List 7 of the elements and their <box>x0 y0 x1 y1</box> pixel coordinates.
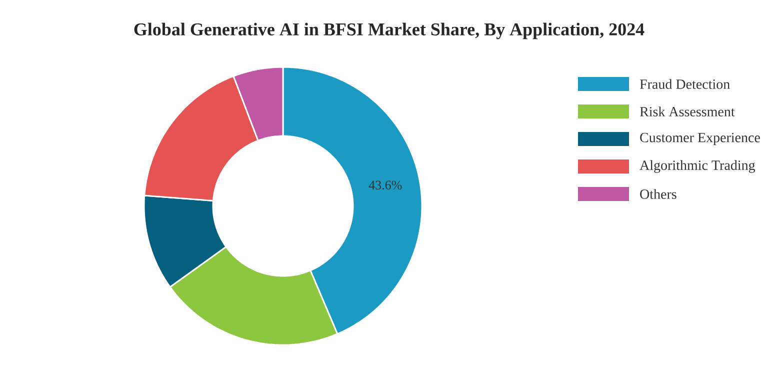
legend-label: Algorithmic Trading <box>640 160 756 173</box>
legend-label: Fraud Detection <box>640 79 730 89</box>
legend-label: Customer Experience <box>640 132 760 146</box>
data-label: 43.6% <box>368 180 402 190</box>
legend-label: Others <box>640 189 676 199</box>
chart-title: Global Generative AI in BFSI Market Share, By Application, 2024 <box>134 22 644 40</box>
legend-label: Risk Assessment <box>640 106 735 116</box>
